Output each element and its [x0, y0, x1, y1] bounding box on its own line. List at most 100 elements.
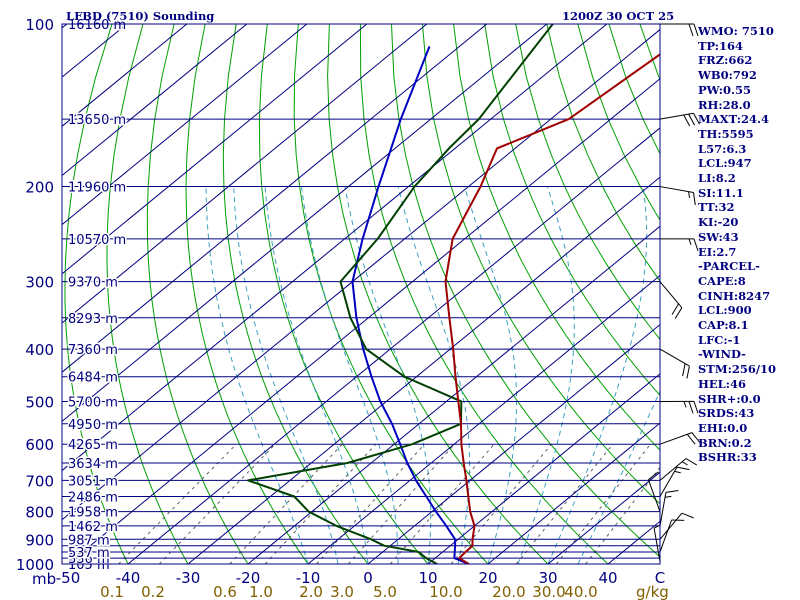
wind-barb: [659, 490, 679, 526]
index-line: EI:2.7: [698, 244, 737, 259]
dry-adiabat: [146, 24, 249, 564]
dry-adiabat: [422, 24, 660, 505]
height-label: 6484 m: [68, 371, 118, 386]
index-line: CINH:8247: [698, 288, 771, 303]
height-label: 16160 m: [68, 18, 126, 33]
index-line: SRDS:43: [698, 406, 755, 421]
temperature-tick-label: -30: [176, 569, 201, 587]
dry-adiabat: [327, 24, 549, 564]
isotherm: [187, 176, 660, 564]
index-line: CAP:8.1: [698, 318, 749, 333]
wind-barb: [647, 471, 661, 512]
pressure-tick-label: 900: [25, 531, 54, 549]
dewpoint-trace: [247, 24, 554, 564]
parcel-trace: [351, 46, 470, 564]
mixing-ratio-tick-label: 1.0: [249, 583, 273, 600]
isotherm: [487, 422, 660, 564]
isobars: [62, 23, 660, 565]
isotherm: [67, 78, 660, 564]
mixing-ratio-unit-label: g/kg: [636, 583, 669, 600]
isotherm: [62, 24, 428, 324]
isotherm: [367, 324, 660, 564]
index-line: EHI:0.0: [698, 420, 748, 435]
dry-adiabat: [484, 24, 660, 397]
temperature-trace: [444, 53, 660, 564]
pressure-tick-label: 500: [25, 393, 54, 411]
temperature-tick-label: 0: [363, 569, 373, 587]
moist-adiabat: [577, 389, 660, 564]
index-line: LCL:900: [698, 303, 752, 318]
isotherm: [127, 127, 660, 564]
index-line: WMO: 7510: [698, 24, 774, 38]
wind-barbs: [647, 23, 701, 562]
mixing-ratio-tick-label: 5.0: [373, 583, 397, 600]
index-line: L57:6.3: [698, 141, 747, 156]
index-line: -PARCEL-: [698, 259, 760, 274]
index-line: LI:8.2: [698, 171, 736, 186]
isotherm: [62, 24, 608, 472]
index-line: SW:43: [698, 229, 739, 244]
height-label: 1958 m: [68, 506, 118, 521]
index-line: LFC:-1: [698, 332, 741, 347]
temperature-tick-label: -50: [56, 569, 81, 587]
index-line: BSHR:33: [698, 450, 757, 465]
isotherm: [62, 24, 308, 226]
temperature-tick-label: -20: [236, 569, 261, 587]
mixing-ratio-line: [515, 443, 614, 564]
height-label: 1462 m: [68, 520, 118, 535]
index-line: LCL:947: [698, 156, 752, 171]
dry-adiabat: [391, 24, 660, 558]
mixing-ratio-tick-label: 2.0: [299, 583, 323, 600]
dry-adiabat: [359, 24, 609, 564]
pressure-tick-label: 700: [25, 472, 54, 490]
mixing-ratio-tick-label: 0.2: [141, 583, 165, 600]
height-label: 11960 m: [68, 181, 126, 196]
temperature-tick-label: -10: [296, 569, 321, 587]
height-label: 7360 m: [68, 343, 118, 358]
mixing-ratio-line: [389, 443, 495, 564]
pressure-tick-label: 100: [25, 16, 54, 34]
wind-barb: [659, 112, 700, 127]
dry-adiabat: [293, 24, 489, 564]
wind-barb: [659, 186, 696, 206]
wind-barb: [660, 23, 699, 37]
isotherm: [307, 274, 660, 564]
isotherm: [62, 28, 660, 521]
temperature-tick-label: 10: [418, 569, 437, 587]
pressure-tick-label: 300: [25, 274, 54, 292]
isotherm: [427, 373, 660, 564]
mixing-ratio-line: [556, 443, 651, 564]
dry-adiabat: [546, 24, 660, 283]
height-label: 4950 m: [68, 418, 118, 433]
height-label: 4265 m: [68, 438, 118, 453]
dry-adiabat: [64, 24, 129, 564]
height-label: 3051 m: [68, 474, 118, 489]
moist-adiabat: [517, 186, 575, 564]
wind-barb: [659, 458, 698, 481]
dry-adiabat: [515, 24, 660, 341]
sounding-traces: [247, 24, 660, 564]
isotherm: [547, 471, 660, 564]
isotherm: [247, 225, 660, 564]
isotherms: [62, 24, 660, 564]
index-line: SHR+:0.0: [698, 391, 761, 406]
dry-adiabat: [453, 24, 660, 451]
height-label: 987 m: [68, 533, 110, 548]
index-line: TT:32: [698, 200, 735, 215]
wind-barb: [653, 524, 661, 562]
moist-adiabat: [264, 186, 369, 564]
pressure-tick-label: 800: [25, 504, 54, 522]
index-line: SI:11.1: [698, 185, 744, 200]
mixing-ratio-line: [347, 443, 455, 564]
index-line: TP:164: [698, 38, 744, 53]
temperature-unit-label: C: [655, 569, 665, 587]
height-label: 9370 m: [68, 276, 118, 291]
mixing-ratio-line: [316, 443, 425, 564]
height-label: 2486 m: [68, 491, 118, 506]
sounding-indices-panel: WMO: 7510 TP:164 FRZ:662 WB0:792 PW:0.55 RH:2…: [698, 24, 798, 465]
height-label: 537 m: [68, 546, 110, 561]
mixing-ratio-tick-label: 3.0: [330, 583, 354, 600]
